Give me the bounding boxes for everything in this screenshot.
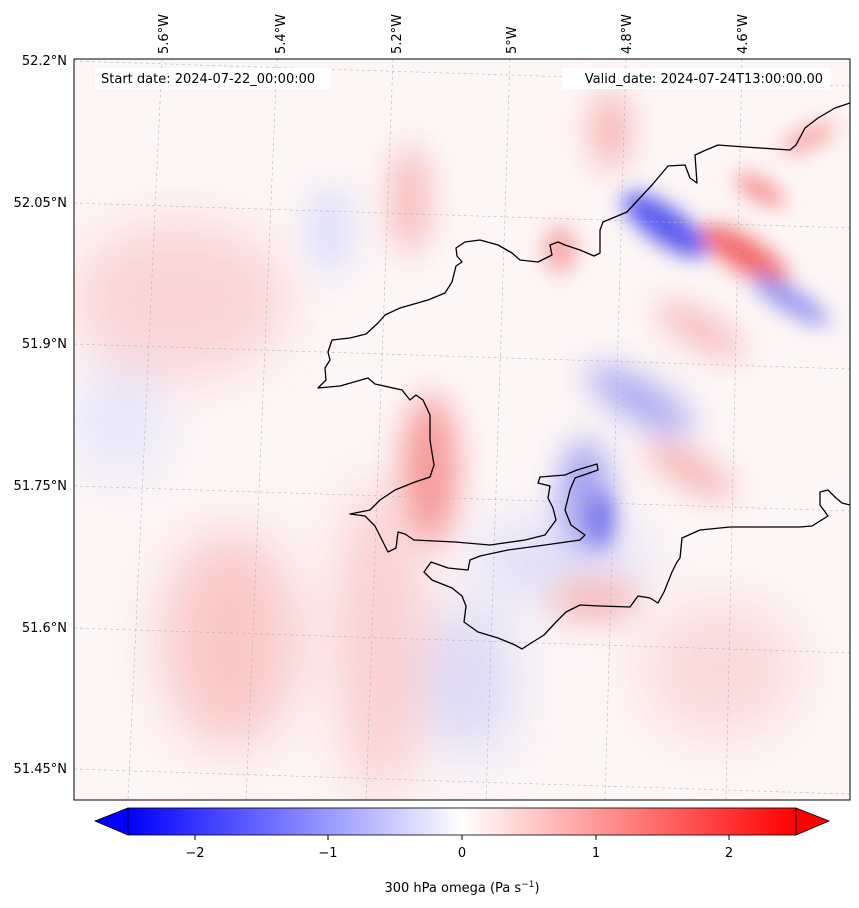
longitude-labels: 5.6°W 5.4°W 5.2°W 5°W 4.8°W 4.6°W [157,14,751,54]
lat-label: 51.45°N [14,762,67,777]
omega-field [74,59,850,800]
colorbar-min-arrow [93,807,129,836]
lon-label: 5°W [505,26,520,54]
lon-label: 5.2°W [390,14,405,54]
lat-label: 51.6°N [22,621,67,636]
gridlines [74,59,850,800]
colorbar-tick: 2 [725,846,733,861]
colorbar-gradient [128,808,796,835]
start-date-box [95,68,331,89]
latitude-labels: 52.2°N 52.05°N 51.9°N 51.75°N 51.6°N 51.… [14,54,67,777]
lat-label: 51.9°N [22,337,67,352]
lon-label: 4.8°W [620,14,635,54]
lon-label: 5.6°W [157,14,172,54]
colorbar-tick: −1 [318,846,337,861]
lat-label: 52.05°N [14,196,67,211]
coastline [317,102,850,650]
map-frame [73,58,851,801]
lat-label: 52.2°N [22,54,67,69]
colorbar-label: 300 hPa omega (Pa s−1) [384,880,539,896]
colorbar-tick: −2 [185,846,204,861]
lon-label: 4.6°W [736,14,751,54]
colorbar-tick: 0 [458,846,466,861]
colorbar: −2 −1 0 1 2 300 hPa omega (Pa s−1) [93,807,831,896]
colorbar-tick: 1 [592,846,600,861]
lon-label: 5.4°W [274,14,289,54]
valid-date-box [562,68,830,89]
start-date-text: Start date: 2024-07-22_00:00:00 [101,72,315,87]
lat-label: 51.75°N [14,479,67,494]
colorbar-max-arrow [795,807,831,836]
valid-date-text: Valid_date: 2024-07-24T13:00:00.00 [585,72,823,87]
